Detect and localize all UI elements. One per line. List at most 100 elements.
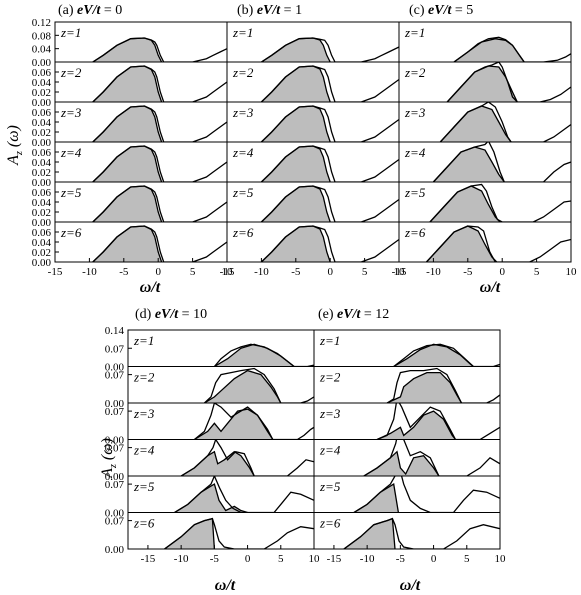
shaded-curve xyxy=(204,369,282,403)
panel-label: z=3 xyxy=(60,105,82,120)
y-tick-label: 0.04 xyxy=(32,77,52,89)
series-line xyxy=(376,403,500,440)
shaded-curve xyxy=(376,410,457,440)
panel-4: z=4 xyxy=(398,141,572,183)
y-tick-label: 0.07 xyxy=(105,443,125,455)
chart-title: (b) eV/t = 1 xyxy=(237,3,302,18)
x-tick-label: 0 xyxy=(245,553,251,565)
panel-label: z=4 xyxy=(60,145,82,160)
x-tick-label: 5 xyxy=(534,266,540,278)
chart-layer: (a) eV/t = 0z=10.120.080.040.00z=20.060.… xyxy=(32,3,577,565)
x-tick-label: -15 xyxy=(327,553,342,565)
svg-text:Az (ω): Az (ω) xyxy=(99,438,119,479)
shaded-area xyxy=(343,518,395,549)
panel-label: z=1 xyxy=(133,333,154,348)
series-line xyxy=(426,225,571,262)
series-line xyxy=(213,343,314,367)
chart-title-suffix: = 5 xyxy=(451,3,473,18)
y-tick-label: 0.02 xyxy=(32,87,51,99)
x-tick-label: 5 xyxy=(362,266,368,278)
chart-title-prefix: (d) xyxy=(135,307,155,322)
panel-label: z=4 xyxy=(319,443,341,458)
panel-6: z=6 0.060.040.020.00 xyxy=(32,221,228,269)
y-tick-label: 0.02 xyxy=(32,207,51,219)
y-tick-label: 0.00 xyxy=(105,471,125,483)
series-line xyxy=(432,142,571,182)
x-tick-label: -5 xyxy=(396,553,406,565)
shaded-area xyxy=(261,226,331,262)
y-tick-label: 0.14 xyxy=(105,325,125,337)
y-tick-label: 0.00 xyxy=(105,544,125,556)
series-line xyxy=(261,37,399,62)
series-line xyxy=(260,225,399,262)
chart-title-italic: eV/t xyxy=(337,307,361,322)
y-tick-label: 0.04 xyxy=(32,157,52,169)
x-tick-label: 10 xyxy=(495,553,507,565)
shaded-area xyxy=(92,226,162,262)
y-tick-label: 0.04 xyxy=(32,44,52,56)
y-tick-label: 0.00 xyxy=(32,97,52,109)
y-tick-label: 0.00 xyxy=(32,257,52,269)
chart-title-italic: eV/t xyxy=(155,307,179,322)
shaded-area xyxy=(426,226,497,262)
y-tick-label: 0.06 xyxy=(32,227,52,239)
x-tick-label: -10 xyxy=(426,266,441,278)
panel-6: z=6 0.07 0.00 xyxy=(105,512,315,556)
shaded-area xyxy=(174,484,248,513)
panel-5: z=5 xyxy=(398,181,572,223)
chart-title-prefix: (c) xyxy=(409,3,428,18)
panel-label: z=2 xyxy=(232,65,254,80)
x-tick-label: 10 xyxy=(566,266,578,278)
series-line xyxy=(92,185,227,222)
shaded-area xyxy=(433,147,505,182)
y-tick-label: 0.04 xyxy=(32,117,52,129)
series-line xyxy=(446,62,571,102)
series-line xyxy=(92,37,227,62)
chart-title-suffix: = 1 xyxy=(280,3,302,18)
chart-title-italic: eV/t xyxy=(77,3,101,18)
shaded-area xyxy=(261,38,331,62)
y-tick-label: 0.00 xyxy=(105,508,125,520)
y-tick-label: 0.00 xyxy=(32,137,52,149)
panel-label: z=2 xyxy=(319,370,341,385)
y-tick-label: 0.02 xyxy=(32,167,51,179)
x-tick-label: 5 xyxy=(278,553,284,565)
x-tick-label: -15 xyxy=(392,266,407,278)
x-tick-label: -15 xyxy=(141,553,156,565)
y-tick-label: 0.07 xyxy=(105,406,125,418)
shaded-area xyxy=(92,38,162,62)
x-tick-label: -5 xyxy=(463,266,473,278)
panel-label: z=5 xyxy=(232,185,254,200)
shaded-area xyxy=(204,370,281,403)
shaded-area xyxy=(92,66,162,102)
shaded-area xyxy=(430,186,501,222)
panel-label: z=1 xyxy=(319,333,340,348)
panel-4: z=4 xyxy=(313,439,501,477)
chart-title: (e) eV/t = 12 xyxy=(318,307,389,322)
panel-6: z=6 xyxy=(313,512,501,550)
panel-frame xyxy=(313,475,501,513)
shaded-area xyxy=(261,146,331,182)
series-line xyxy=(260,145,399,182)
x-axis-label-c: ω/t xyxy=(480,279,501,296)
y-tick-label: 0.00 xyxy=(32,177,52,189)
chart-title-suffix: = 10 xyxy=(178,307,207,322)
series-line xyxy=(92,145,227,182)
x-tick-label: -15 xyxy=(220,266,235,278)
shaded-area xyxy=(454,38,525,62)
panel-label: z=1 xyxy=(404,25,425,40)
y-tick-label: 0.06 xyxy=(32,67,52,79)
shaded-area xyxy=(447,66,518,102)
shaded-curve xyxy=(386,371,463,403)
panel-4: z=4 xyxy=(226,141,400,183)
y-tick-label: 0.00 xyxy=(32,57,52,69)
panel-1: z=1 xyxy=(226,21,400,63)
panel-label: z=3 xyxy=(232,105,254,120)
x-tick-label: 0 xyxy=(499,266,505,278)
panel-frame xyxy=(398,221,572,263)
panel-1: z=1 xyxy=(313,329,501,367)
y-axis-label-top: Az (ω) xyxy=(5,125,25,166)
panel-3: z=3 xyxy=(398,101,572,143)
panel-3: z=3 xyxy=(226,101,400,143)
chart-4: (e) eV/t = 12 z=1 z=2 z=3 z=4 z=5 z=6 -15 -10 -5 0… xyxy=(313,307,507,565)
